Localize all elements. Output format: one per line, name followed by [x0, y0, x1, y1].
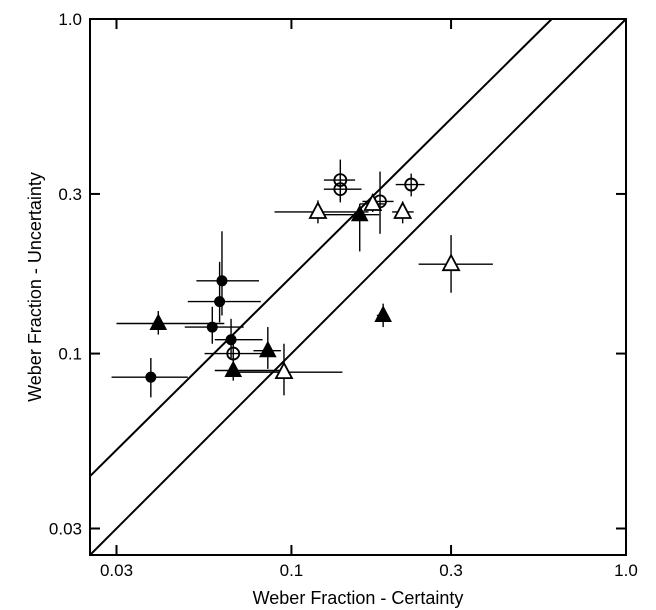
point-open-triangle	[393, 201, 413, 219]
point-filled-circle	[216, 275, 228, 287]
data-markers	[145, 173, 461, 383]
offset-line	[89, 18, 553, 477]
point-open-circle	[226, 346, 241, 361]
reference-lines	[89, 18, 627, 556]
point-open-circle	[333, 173, 348, 187]
point-open-circle	[333, 182, 348, 197]
y-tick-label: 0.03	[49, 520, 82, 539]
point-open-triangle	[308, 201, 328, 219]
x-tick-label: 0.3	[439, 561, 463, 580]
axis-ticks: 0.03 0.1 0.3 1.0 0.03 0.1 0.3 1.0	[49, 10, 638, 580]
point-open-triangle	[441, 253, 461, 272]
x-tick-label: 1.0	[614, 561, 638, 580]
point-filled-circle	[206, 321, 218, 333]
point-filled-circle	[214, 296, 226, 308]
point-filled-triangle	[149, 313, 168, 330]
y-tick-label: 1.0	[58, 10, 82, 29]
plot-frame	[89, 18, 627, 556]
point-open-triangle	[274, 361, 294, 380]
y-tick-label: 0.3	[58, 185, 82, 204]
identity-line	[89, 18, 627, 556]
point-filled-circle	[145, 371, 157, 383]
point-open-triangle	[363, 193, 383, 211]
point-filled-triangle	[224, 360, 243, 378]
point-open-circle	[404, 177, 419, 192]
y-axis-label: Weber Fraction - Uncertainty	[25, 172, 45, 402]
y-tick-label: 0.1	[58, 345, 82, 364]
x-axis-label: Weber Fraction - Certainty	[253, 588, 464, 608]
point-filled-triangle	[374, 305, 392, 322]
error-bars	[111, 159, 493, 398]
x-tick-label: 0.03	[100, 561, 133, 580]
point-filled-triangle	[258, 340, 277, 358]
point-filled-circle	[225, 334, 237, 346]
x-tick-label: 0.1	[280, 561, 304, 580]
point-filled-triangle	[350, 204, 369, 222]
